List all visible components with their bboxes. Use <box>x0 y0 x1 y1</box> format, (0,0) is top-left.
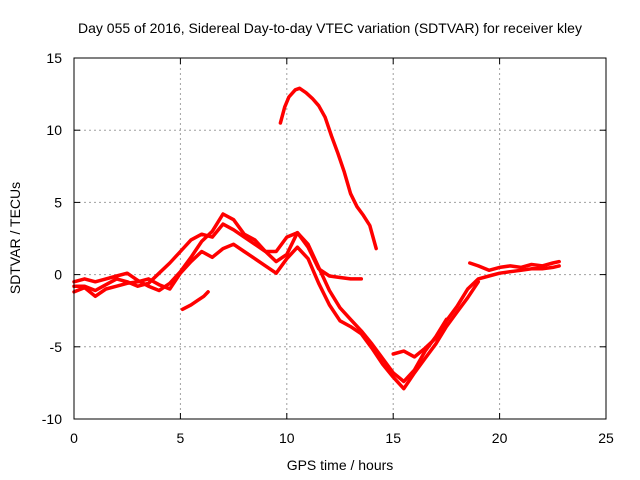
y-axis-label: SDTVAR / TECUs <box>7 182 23 294</box>
plot-frame <box>73 57 607 420</box>
y-tick-label: 5 <box>54 194 62 210</box>
x-tick-label: 20 <box>492 430 508 446</box>
series-arc-e <box>468 259 561 273</box>
series-arc-d <box>391 264 561 359</box>
series-group <box>72 86 561 391</box>
series-arc-f <box>278 86 378 251</box>
y-tick-label: -10 <box>42 411 62 427</box>
series-arc-g <box>180 290 210 312</box>
tick-labels: 0 5 10 15 20 25 -10 -5 0 5 10 15 <box>42 50 614 446</box>
x-tick-label: 10 <box>279 430 295 446</box>
series-arc-c <box>72 242 481 391</box>
y-tick-label: -5 <box>50 339 63 355</box>
grid-lines <box>74 58 606 419</box>
y-tick-label: 15 <box>46 50 62 66</box>
y-tick-label: 0 <box>54 267 62 283</box>
x-tick-label: 15 <box>385 430 401 446</box>
x-tick-label: 5 <box>177 430 185 446</box>
axis-ticks <box>73 57 607 420</box>
x-tick-label: 25 <box>598 430 614 446</box>
y-tick-label: 10 <box>46 122 62 138</box>
series-arc-b <box>72 222 449 384</box>
x-tick-label: 0 <box>70 430 78 446</box>
chart-title: Day 055 of 2016, Sidereal Day-to-day VTE… <box>78 20 582 36</box>
x-axis-label: GPS time / hours <box>287 457 394 473</box>
